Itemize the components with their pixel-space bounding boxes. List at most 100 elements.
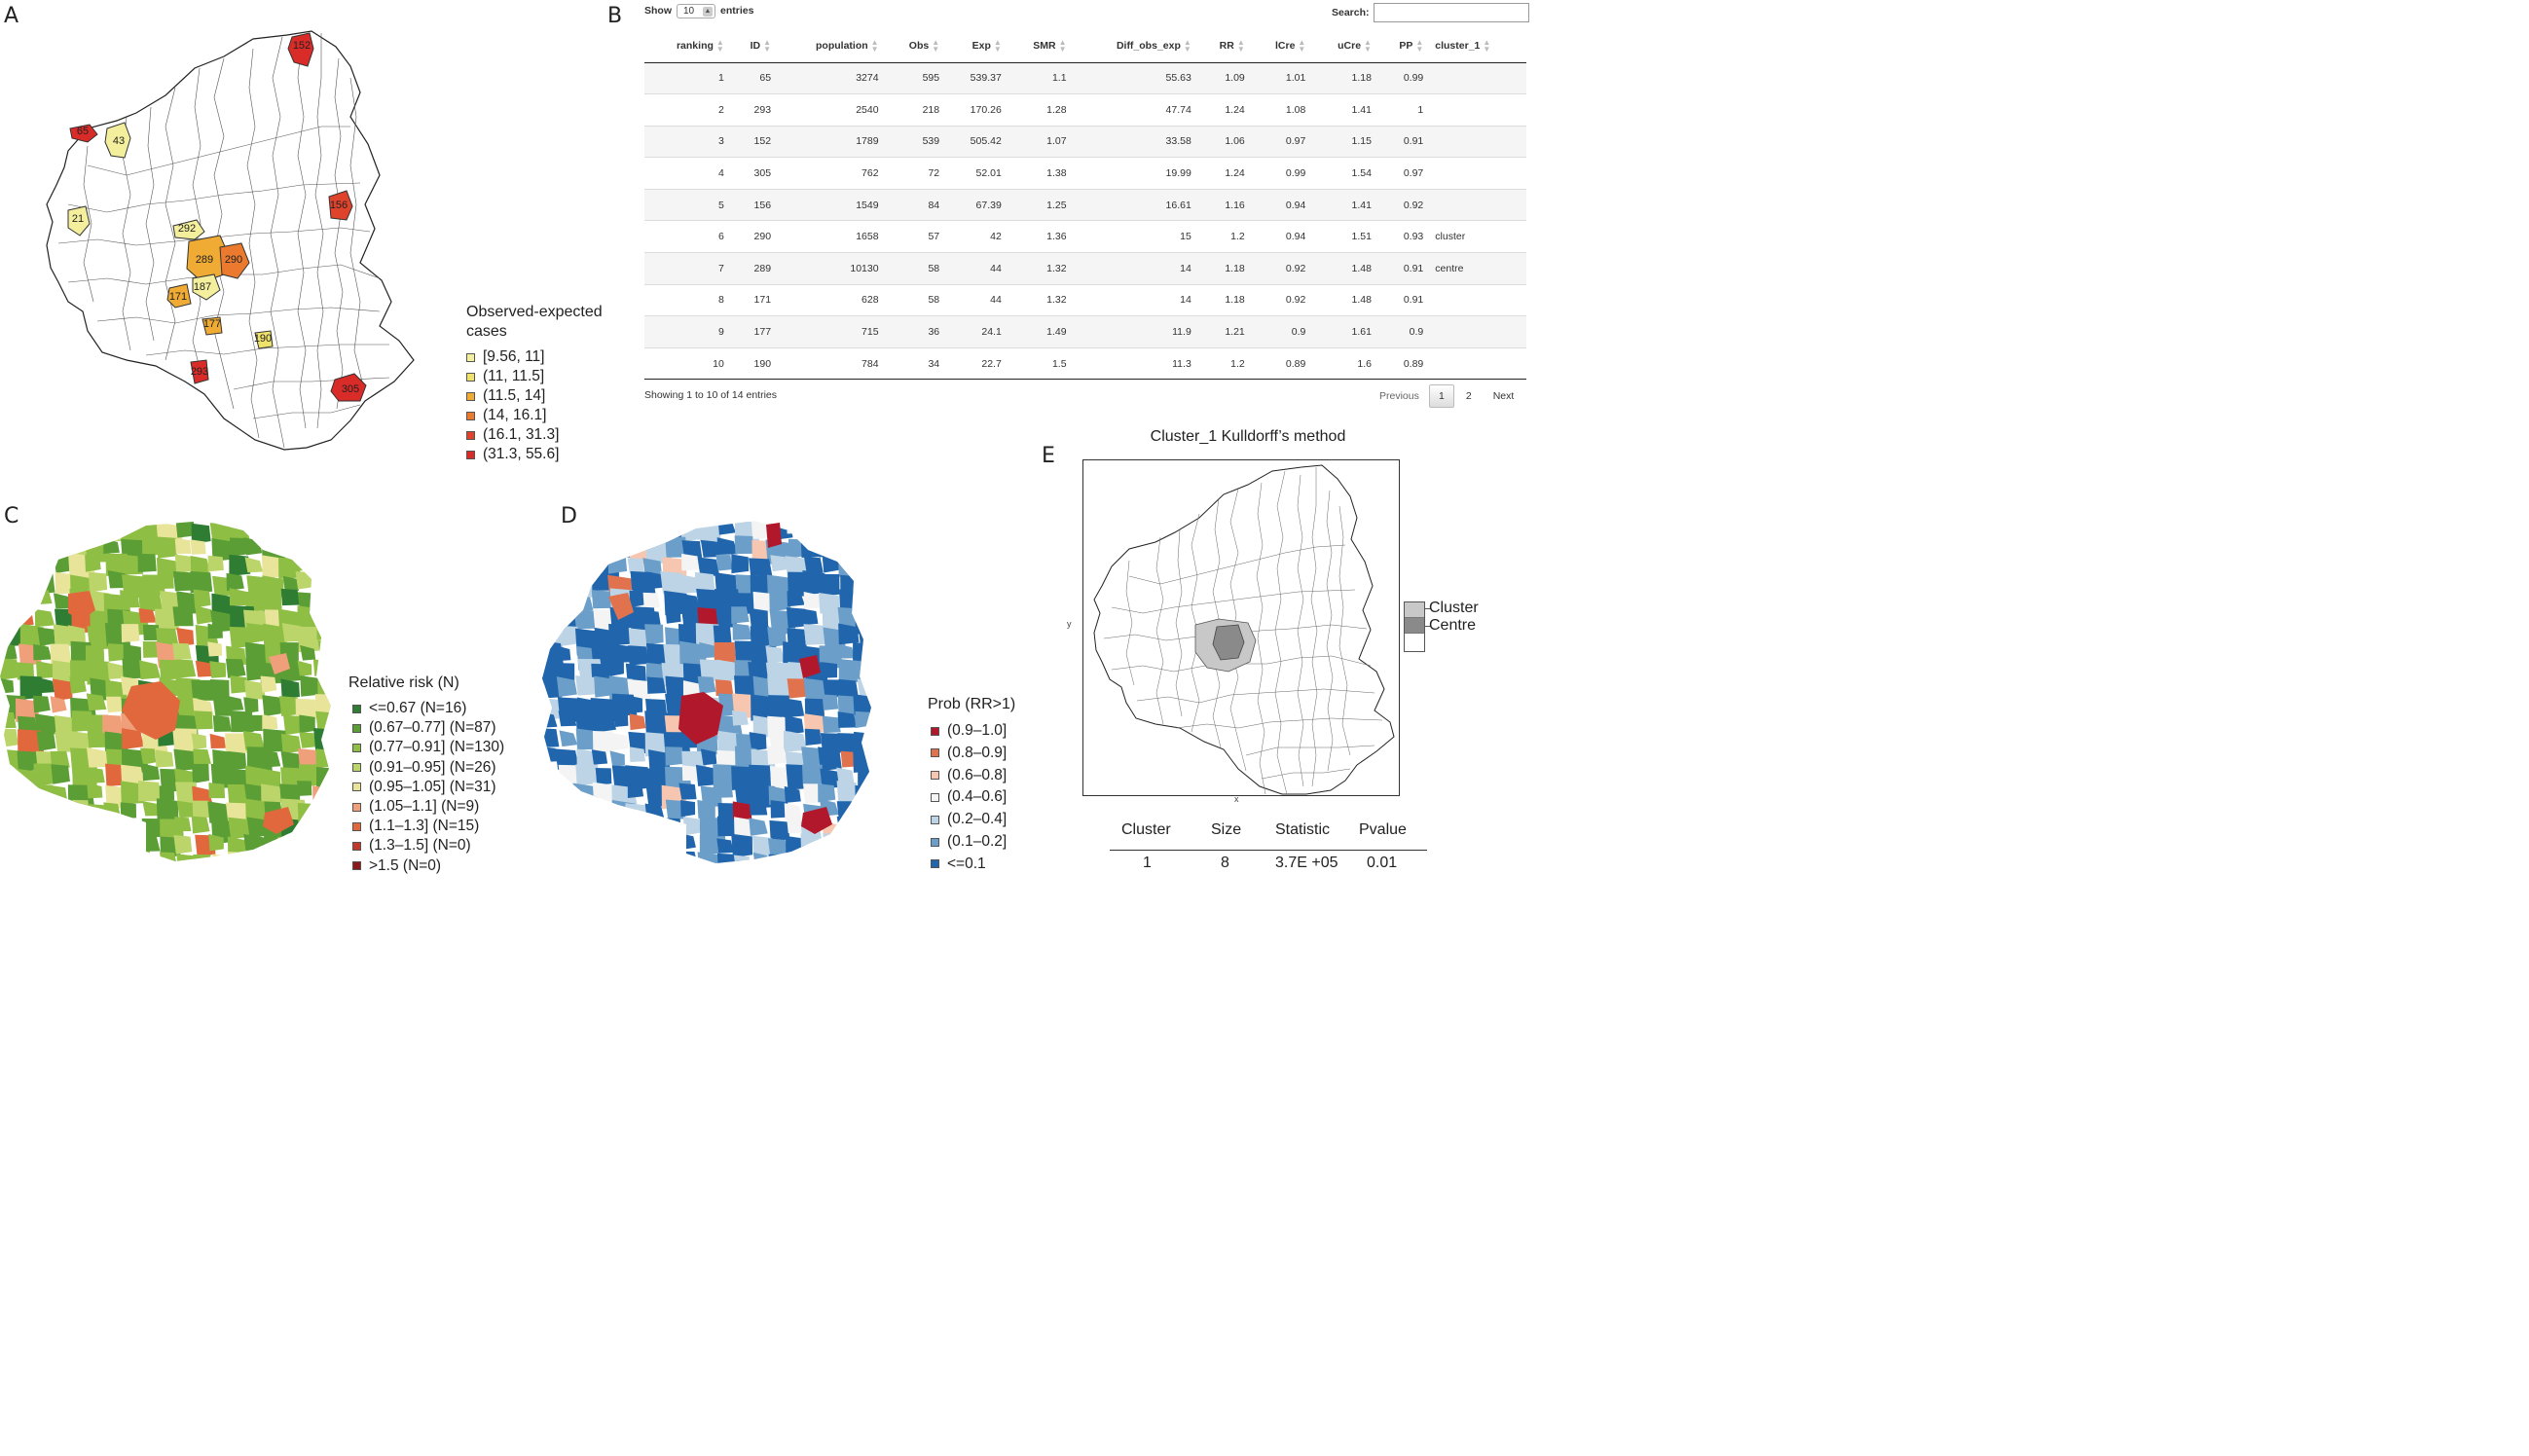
column-header-pp[interactable]: PP ▲ ▼ xyxy=(1376,29,1430,63)
map-c-municipality xyxy=(90,816,118,843)
map-d-municipality xyxy=(858,624,871,646)
map-a-label-187: 187 xyxy=(194,281,211,293)
table-cell-smr: 1.49 xyxy=(1007,315,1073,348)
map-d-municipality xyxy=(558,710,577,727)
pager-page-1[interactable]: 1 xyxy=(1428,384,1454,408)
map-d-municipality xyxy=(608,658,624,676)
column-header-obs[interactable]: Obs ▲ ▼ xyxy=(884,29,946,63)
map-d-municipality xyxy=(800,854,821,863)
column-header-exp[interactable]: Exp ▲ ▼ xyxy=(945,29,1008,63)
pager-next[interactable]: Next xyxy=(1492,390,1515,402)
map-c-municipality xyxy=(160,591,179,610)
map-a-outline xyxy=(46,30,415,451)
table-cell-rr: 1.18 xyxy=(1196,283,1251,316)
map-c-legend-swatch xyxy=(352,704,361,713)
table-cell-population: 2540 xyxy=(777,93,885,127)
map-c-municipality xyxy=(194,710,213,730)
map-a-legend-swatch xyxy=(466,450,475,459)
table-cell-ucre: 1.54 xyxy=(1311,157,1377,190)
map-c-municipality xyxy=(280,588,302,606)
map-d-municipality xyxy=(715,781,734,798)
table-cell-id: 289 xyxy=(729,252,778,285)
map-d-municipality xyxy=(680,800,696,818)
map-d-municipality xyxy=(731,833,753,858)
map-d-municipality xyxy=(803,624,826,645)
table-cell-ranking: 9 xyxy=(644,315,730,348)
column-header-lcre[interactable]: lCre ▲ ▼ xyxy=(1250,29,1312,63)
map-c-municipality xyxy=(159,852,178,861)
column-header-id[interactable]: ID ▲ ▼ xyxy=(729,29,778,63)
map-c-municipality xyxy=(120,781,144,805)
map-c-municipality xyxy=(228,852,249,861)
column-header-rr[interactable]: RR ▲ ▼ xyxy=(1196,29,1251,63)
table-row: 7 289 10130 58 44 1.32 14 1.18 0.92 1.48 0.91 centr… xyxy=(644,252,1526,285)
table-cell-diff_obs_exp: 33.58 xyxy=(1072,125,1197,158)
table-cell-obs: 57 xyxy=(884,220,946,253)
column-header-ucre[interactable]: uCre ▲ ▼ xyxy=(1311,29,1377,63)
map-c-municipality xyxy=(225,658,246,678)
map-a-label-21: 21 xyxy=(72,213,84,225)
table-cell-diff_obs_exp: 14 xyxy=(1072,283,1197,316)
column-header-cluster_1[interactable]: cluster_1 ▲ ▼ xyxy=(1429,29,1526,63)
map-d-municipality xyxy=(608,819,635,846)
map-a-legend-swatch xyxy=(466,352,475,362)
map-c-municipality xyxy=(315,710,331,730)
map-d-legend-swatch xyxy=(931,837,939,847)
column-header-label: SMR xyxy=(1033,39,1056,52)
map-d-municipality xyxy=(818,783,836,803)
map-c-municipality xyxy=(32,801,58,827)
map-a-legend-item: (31.3, 55.6] xyxy=(466,445,559,464)
map-c-municipality xyxy=(16,575,33,592)
page-size-select[interactable]: 10 ▲ xyxy=(677,3,715,18)
map-c-municipality xyxy=(33,572,55,595)
map-c-municipality xyxy=(316,521,331,540)
map-d-municipality xyxy=(642,592,660,609)
stats-divider xyxy=(1110,850,1427,851)
table-cell-smr: 1.5 xyxy=(1007,346,1073,381)
sort-icon: ▲ ▼ xyxy=(932,37,940,54)
map-d-municipality xyxy=(855,521,871,536)
map-c-municipality xyxy=(120,521,142,543)
table-cell-exp: 170.26 xyxy=(945,93,1008,127)
map-e-legend-bar xyxy=(1404,601,1425,652)
map-d-municipality xyxy=(822,694,839,710)
pager-page-2[interactable]: 2 xyxy=(1465,390,1472,402)
map-d-municipality xyxy=(749,818,768,836)
map-c-municipality xyxy=(156,798,179,821)
map-c-municipality xyxy=(281,623,303,642)
map-d-municipality xyxy=(556,555,584,581)
map-a-label-156: 156 xyxy=(330,200,348,211)
map-c-municipality xyxy=(33,643,52,661)
map-a-legend-swatch xyxy=(466,372,475,382)
table-cell-obs: 36 xyxy=(884,315,946,348)
pager-previous[interactable]: Previous xyxy=(1379,390,1419,402)
map-d-municipality xyxy=(611,732,629,751)
map-c-municipality xyxy=(141,536,164,556)
table-cell-rr: 1.16 xyxy=(1196,188,1251,221)
map-c-municipality xyxy=(300,675,323,697)
map-c-municipality xyxy=(195,605,213,625)
map-d-municipality xyxy=(665,799,686,820)
map-d-municipality xyxy=(681,765,699,782)
column-header-smr[interactable]: SMR ▲ ▼ xyxy=(1007,29,1073,63)
map-d-municipality xyxy=(556,591,578,615)
map-d-municipality xyxy=(557,521,584,543)
map-d-municipality xyxy=(801,764,824,786)
map-c-municipality xyxy=(0,536,20,561)
map-a-region-292 xyxy=(172,219,205,240)
column-header-label: Exp xyxy=(971,39,991,52)
table-cell-cluster_1: cluster xyxy=(1429,220,1526,253)
map-c-municipality xyxy=(138,608,157,623)
map-c-municipality xyxy=(122,728,145,750)
map-d-municipality xyxy=(595,768,612,785)
search-input[interactable] xyxy=(1373,3,1529,22)
map-c-municipality xyxy=(192,785,213,804)
table-search-control: Search: xyxy=(1332,3,1529,22)
map-d-municipality xyxy=(836,801,861,825)
map-d-municipality xyxy=(784,803,802,820)
column-header-diff_obs_exp[interactable]: Diff_obs_exp ▲ ▼ xyxy=(1072,29,1197,63)
table-cell-lcre: 0.97 xyxy=(1250,125,1312,158)
table-cell-rr: 1.2 xyxy=(1196,220,1251,253)
column-header-population[interactable]: population ▲ ▼ xyxy=(777,29,885,63)
column-header-ranking[interactable]: ranking ▲ ▼ xyxy=(644,29,730,63)
